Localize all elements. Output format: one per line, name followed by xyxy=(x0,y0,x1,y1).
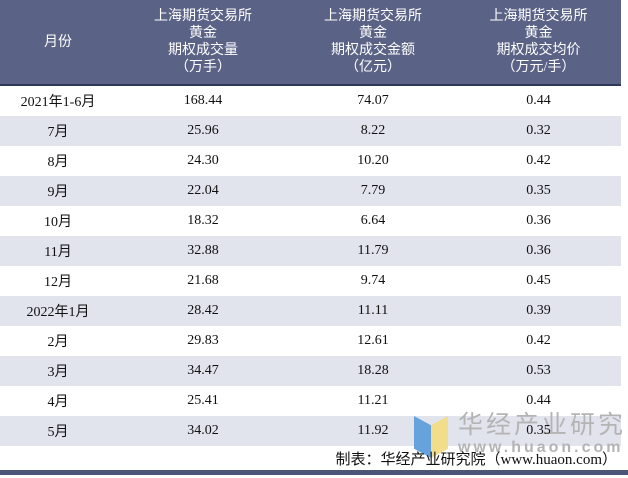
month-cell: 3月 xyxy=(47,365,69,380)
month-cell: 9月 xyxy=(47,185,69,200)
table-row: 9月 22.04 7.79 0.35 xyxy=(0,176,621,206)
data-table-wrap: 月份 上海期货交易所 黄金 期权成交量 （万手） 上海期货交易所 黄金 期权成交金额 （亿元）上… xyxy=(0,0,621,468)
month-cell: 2月 xyxy=(47,335,69,350)
logo-yellow-shape xyxy=(431,416,448,458)
value-cell: 22.04 xyxy=(187,183,219,198)
huaon-logo-icon xyxy=(414,416,450,458)
value-cell: 18.28 xyxy=(357,363,389,378)
month-cell: 5月 xyxy=(47,425,69,440)
value-cell: 168.44 xyxy=(183,93,223,108)
column-header-3: 上海期货交易所 黄金 期权成交均价 （万元/手） xyxy=(456,0,621,86)
value-cell: 0.53 xyxy=(526,363,551,378)
table-row: 10月 18.32 6.64 0.36 xyxy=(0,206,621,236)
month-cell: 8月 xyxy=(47,155,69,170)
value-cell: 25.96 xyxy=(187,123,219,138)
column-header-1: 上海期货交易所 黄金 期权成交量 （万手） xyxy=(116,0,290,86)
watermark-org-name: 华经产业研究院 xyxy=(458,412,628,439)
value-cell: 0.42 xyxy=(526,333,551,348)
table-header: 月份 上海期货交易所 黄金 期权成交量 （万手） 上海期货交易所 黄金 期权成交金额 （亿元）上… xyxy=(0,0,621,86)
value-cell: 0.44 xyxy=(526,93,551,108)
value-cell: 74.07 xyxy=(357,93,389,108)
bottom-divider-bar xyxy=(0,470,628,475)
table-row: 5月 34.02 11.92 0.35 xyxy=(0,416,621,446)
table-row: 2月 29.83 12.61 0.42 xyxy=(0,326,621,356)
value-cell: 0.35 xyxy=(526,183,551,198)
value-cell: 34.02 xyxy=(187,423,219,438)
value-cell: 0.45 xyxy=(526,273,551,288)
month-cell: 12月 xyxy=(44,275,72,290)
value-cell: 10.20 xyxy=(357,153,389,168)
logo-blue-shape xyxy=(414,416,431,458)
table-row: 7月 25.96 8.22 0.32 xyxy=(0,116,621,146)
value-cell: 8.22 xyxy=(360,123,386,138)
value-cell: 6.64 xyxy=(360,213,386,228)
month-cell: 11月 xyxy=(44,245,72,260)
value-cell: 11.11 xyxy=(357,303,389,318)
value-cell: 25.41 xyxy=(187,393,219,408)
table-row: 8月 24.30 10.20 0.42 xyxy=(0,146,621,176)
month-cell: 2021年1-6月 xyxy=(20,95,96,110)
value-cell: 0.32 xyxy=(526,123,551,138)
watermark: 华经产业研究院 www.huaon.com xyxy=(414,412,628,458)
value-cell: 0.36 xyxy=(526,213,551,228)
value-cell: 11.92 xyxy=(357,423,389,438)
table-row: 2021年1-6月 168.44 74.07 0.44 xyxy=(0,85,621,116)
value-cell: 11.21 xyxy=(357,393,389,408)
value-cell: 0.36 xyxy=(526,243,551,258)
value-cell: 0.35 xyxy=(526,423,551,438)
column-header-2: 上海期货交易所 黄金 期权成交金额 （亿元） xyxy=(290,0,456,86)
table-row: 4月 25.41 11.21 0.44 xyxy=(0,386,621,416)
table-row: 2022年1月 28.42 11.11 0.39 xyxy=(0,296,621,326)
value-cell: 24.30 xyxy=(187,153,219,168)
value-cell: 18.32 xyxy=(187,213,219,228)
value-cell: 29.83 xyxy=(187,333,219,348)
value-cell: 0.39 xyxy=(526,303,551,318)
column-header-month: 月份 xyxy=(0,0,116,86)
month-cell: 7月 xyxy=(47,125,69,140)
value-cell: 28.42 xyxy=(187,303,219,318)
month-cell: 10月 xyxy=(44,215,72,230)
value-cell: 0.42 xyxy=(526,153,551,168)
value-cell: 9.74 xyxy=(360,273,386,288)
value-cell: 11.79 xyxy=(357,243,389,258)
table-row: 12月 21.68 9.74 0.45 xyxy=(0,266,621,296)
value-cell: 12.61 xyxy=(357,333,389,348)
table-row: 3月 34.47 18.28 0.53 xyxy=(0,356,621,386)
source-credit: 制表：华经产业研究院（www.huaon.com） xyxy=(335,452,617,468)
value-cell: 21.68 xyxy=(187,273,219,288)
table-row: 11月 32.88 11.79 0.36 xyxy=(0,236,621,266)
gold-options-table: 月份 上海期货交易所 黄金 期权成交量 （万手） 上海期货交易所 黄金 期权成交金额 （亿元）上… xyxy=(0,0,621,446)
value-cell: 34.47 xyxy=(187,363,219,378)
value-cell: 32.88 xyxy=(187,243,219,258)
value-cell: 0.44 xyxy=(526,393,551,408)
month-cell: 2022年1月 xyxy=(26,305,90,320)
month-cell: 4月 xyxy=(47,395,69,410)
value-cell: 7.79 xyxy=(360,183,386,198)
watermark-site-url: www.huaon.com xyxy=(458,439,624,456)
